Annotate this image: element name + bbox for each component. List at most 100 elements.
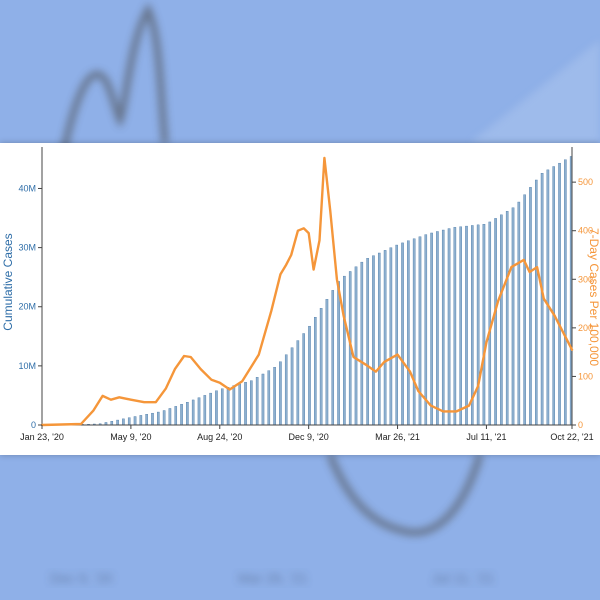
cumulative-bar: [255, 377, 259, 426]
cumulative-bars-series: [46, 156, 573, 426]
cumulative-bar: [273, 367, 276, 426]
weekly-rate-line-series: [40, 156, 574, 427]
cumulative-bar: [389, 247, 393, 426]
cumulative-bar: [465, 225, 468, 426]
cumulative-bar: [343, 275, 346, 426]
right-tick-label: 500: [578, 177, 593, 187]
cumulative-bar: [191, 399, 195, 426]
cumulative-bar: [337, 281, 340, 426]
right-axis-title: 7-Day Cases Per 100,000: [587, 228, 600, 366]
x-tick-label: May 9, '20: [110, 432, 151, 442]
cumulative-bar: [250, 380, 253, 426]
x-tick-label: Mar 26, '21: [375, 432, 420, 442]
left-tick-label: 40M: [18, 183, 36, 193]
cumulative-bar: [209, 392, 212, 426]
cumulative-bar: [331, 290, 335, 426]
blurred-background-tick: Jul 11, '21: [432, 570, 495, 586]
cumulative-bar: [308, 325, 311, 426]
x-tick-label: Jul 11, '21: [466, 432, 506, 442]
left-tick-label: 20M: [18, 302, 36, 312]
left-axis-title: Cumulative Cases: [1, 233, 15, 330]
cumulative-bar: [546, 169, 550, 426]
cumulative-bar: [325, 299, 329, 426]
cumulative-bar: [186, 402, 189, 426]
cumulative-bar: [407, 240, 410, 426]
cumulative-bar: [424, 234, 428, 426]
cumulative-bar: [558, 162, 561, 426]
chart: Jan 23, '20 May 9, '20 Aug 24, '20 Dec 9, '…: [1, 147, 600, 442]
cumulative-bar: [436, 231, 439, 426]
cumulative-bar: [447, 228, 451, 426]
right-tick-label: 300: [578, 274, 593, 284]
cumulative-bar: [162, 410, 166, 426]
chart-axes: [41, 147, 573, 426]
x-tick-label: Oct 22, '21: [550, 432, 593, 442]
x-tick-label: Aug 24, '20: [197, 432, 242, 442]
cumulative-bar: [441, 229, 445, 426]
cumulative-bar: [122, 418, 125, 426]
cumulative-bar: [139, 415, 143, 426]
cumulative-bar: [133, 416, 137, 426]
left-tick-label: 0: [31, 420, 36, 430]
cumulative-bar: [564, 159, 567, 426]
right-tick-label: 0: [578, 420, 583, 430]
cumulative-bar: [261, 373, 265, 426]
cumulative-bar: [511, 207, 515, 426]
left-tick-label: 10M: [18, 361, 36, 371]
cumulative-bar: [232, 385, 236, 426]
cumulative-bar: [314, 317, 317, 426]
cumulative-bar: [157, 411, 160, 426]
weekly-rate-line: [40, 156, 574, 427]
cumulative-bar: [220, 388, 224, 426]
cumulative-bar: [180, 404, 183, 426]
cumulative-bar: [482, 224, 486, 426]
right-tick-label: 100: [578, 371, 593, 381]
blurred-background-line: [326, 453, 484, 536]
cumulative-bar: [267, 370, 271, 426]
right-tick-label: 400: [578, 226, 593, 236]
cumulative-bar: [302, 333, 305, 426]
cumulative-bar: [430, 232, 433, 426]
cumulative-bar: [116, 419, 119, 426]
cumulative-bar: [127, 417, 131, 426]
blurred-background-tick: Dec 9, '20: [50, 570, 113, 586]
blurred-background-area: [470, 40, 600, 143]
cumulative-bar: [459, 226, 462, 426]
cumulative-bar: [168, 408, 172, 426]
right-tick-label: 200: [578, 323, 593, 333]
cumulative-bar: [360, 261, 364, 426]
cumulative-bar: [494, 218, 497, 426]
x-tick-label: Jan 23, '20: [20, 432, 64, 442]
cumulative-bar: [383, 250, 387, 426]
cumulative-bar: [476, 224, 480, 426]
cumulative-bar: [412, 238, 416, 426]
cumulative-bar: [366, 258, 369, 426]
cumulative-bar: [453, 227, 457, 426]
cumulative-bar: [226, 387, 230, 426]
cumulative-bar: [279, 361, 282, 426]
cumulative-bar: [354, 266, 358, 426]
cumulative-bar: [319, 308, 323, 426]
cumulative-bar: [284, 354, 288, 426]
cumulative-bar: [174, 406, 178, 426]
cumulative-bar: [296, 340, 300, 426]
blurred-background-tick: Mar 26, '21: [238, 570, 308, 586]
chart-card: Jan 23, '20 May 9, '20 Aug 24, '20 Dec 9, '…: [0, 143, 600, 455]
cumulative-bar: [145, 414, 148, 426]
left-tick-label: 30M: [18, 243, 36, 253]
cumulative-bar: [151, 412, 154, 426]
blurred-background-line: [56, 2, 169, 171]
cumulative-bar: [215, 390, 218, 426]
cumulative-bar: [418, 236, 422, 426]
right-axis-ticks: 0 100 200 300 400 500: [572, 177, 593, 430]
cumulative-bar: [401, 242, 404, 426]
cumulative-bar: [395, 244, 398, 426]
cumulative-bar: [529, 187, 532, 426]
cumulative-bar: [244, 382, 247, 426]
cumulative-bar: [197, 397, 201, 426]
cumulative-bar: [552, 166, 555, 426]
cumulative-bar: [238, 383, 241, 426]
cumulative-bar: [110, 421, 114, 426]
cumulative-bar: [500, 214, 503, 426]
x-axis-ticks: Jan 23, '20 May 9, '20 Aug 24, '20 Dec 9, '…: [20, 425, 594, 442]
